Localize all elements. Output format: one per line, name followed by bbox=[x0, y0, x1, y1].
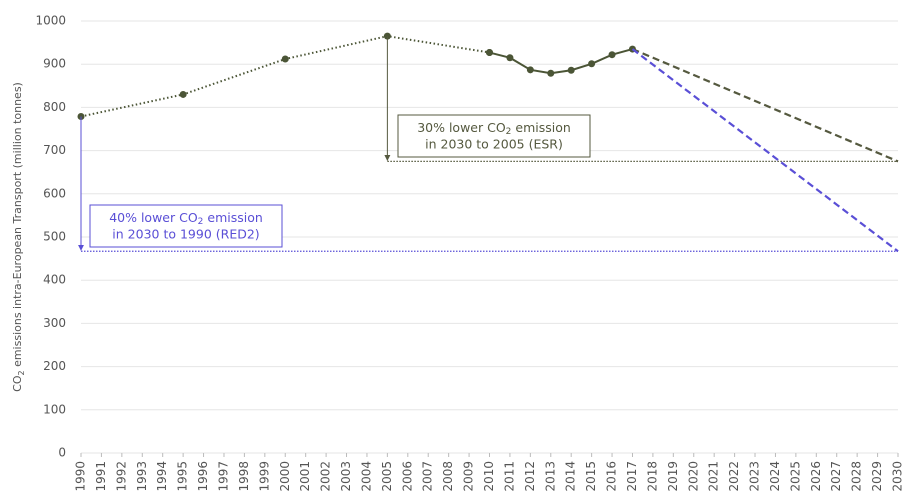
x-tick-label: 1997 bbox=[216, 461, 230, 492]
x-tick-label: 2002 bbox=[319, 461, 333, 492]
x-tick-label: 2011 bbox=[502, 461, 516, 492]
x-tick-label: 1995 bbox=[176, 461, 190, 492]
y-tick-label: 600 bbox=[43, 186, 66, 200]
series-line bbox=[631, 48, 899, 253]
x-tick-label: 2027 bbox=[829, 461, 843, 492]
annotation-sub: 2 bbox=[198, 217, 204, 227]
y-tick-label: 900 bbox=[43, 57, 66, 71]
data-point bbox=[526, 66, 534, 74]
x-tick-label: 2015 bbox=[584, 461, 598, 492]
x-tick-label: 2000 bbox=[278, 461, 292, 492]
x-tick-label: 2013 bbox=[543, 461, 557, 492]
series-line bbox=[80, 35, 490, 118]
x-tick-label: 2029 bbox=[870, 461, 884, 492]
data-point bbox=[547, 69, 555, 77]
x-tick-label: 1992 bbox=[114, 461, 128, 492]
x-tick-label: 2019 bbox=[666, 461, 680, 492]
x-tick-label: 2005 bbox=[380, 461, 394, 492]
x-tick-label: 1991 bbox=[94, 461, 108, 492]
x-tick-label: 2004 bbox=[359, 461, 373, 492]
annotation-text: in 2030 to 1990 (RED2) bbox=[112, 227, 259, 242]
y-tick-label: 0 bbox=[58, 446, 66, 460]
annotation-box bbox=[89, 204, 283, 248]
data-point bbox=[608, 51, 616, 59]
annotation-text: 30% lower CO2 emission bbox=[417, 120, 571, 137]
x-tick-label: 2008 bbox=[441, 461, 455, 492]
x-tick-label: 2006 bbox=[400, 461, 414, 492]
x-tick-label: 2012 bbox=[523, 461, 537, 492]
annotation-part: 40% lower CO bbox=[109, 210, 198, 225]
series-line bbox=[632, 48, 899, 163]
x-tick-label: 2023 bbox=[748, 461, 762, 492]
x-tick-label: 1999 bbox=[257, 461, 271, 492]
y-label-sub: 2 bbox=[17, 370, 26, 375]
y-tick-label: 400 bbox=[43, 273, 66, 287]
x-tick-label: 2022 bbox=[727, 461, 741, 492]
annotation-part: emission bbox=[203, 210, 262, 225]
x-tick-label: 2001 bbox=[298, 461, 312, 492]
x-tick-label: 2030 bbox=[891, 461, 905, 492]
x-tick-label: 2020 bbox=[686, 461, 700, 492]
x-tick-label: 2009 bbox=[462, 461, 476, 492]
annotation-text: 40% lower CO2 emission bbox=[109, 210, 263, 227]
x-tick-label: 2026 bbox=[809, 461, 823, 492]
y-label-part: emissions intra-European Transport (mill… bbox=[11, 82, 24, 370]
y-tick-label: 800 bbox=[43, 100, 66, 114]
data-point bbox=[179, 90, 187, 98]
data-point bbox=[506, 54, 514, 62]
x-tick-label: 2025 bbox=[788, 461, 802, 492]
y-tick-label: 1000 bbox=[35, 14, 66, 28]
y-tick-label: 300 bbox=[43, 316, 66, 330]
data-point bbox=[567, 66, 575, 74]
data-point bbox=[486, 49, 493, 57]
x-tick-label: 2018 bbox=[645, 461, 659, 492]
x-tick-label: 2016 bbox=[605, 461, 619, 492]
data-point bbox=[588, 60, 596, 68]
data-point bbox=[281, 55, 289, 63]
x-tick-label: 2014 bbox=[564, 461, 578, 492]
y-tick-label: 100 bbox=[43, 402, 66, 416]
y-axis-label: CO2 emissions intra-European Transport (… bbox=[11, 82, 26, 392]
annotation-text: in 2030 to 2005 (ESR) bbox=[425, 137, 563, 152]
y-tick-label: 700 bbox=[43, 143, 66, 157]
x-tick-label: 2010 bbox=[482, 461, 496, 492]
series-line bbox=[489, 48, 633, 75]
x-tick-label: 1993 bbox=[135, 461, 149, 492]
x-tick-label: 1990 bbox=[74, 461, 88, 492]
annotation-part: emission bbox=[511, 120, 570, 135]
x-tick-label: 1994 bbox=[155, 461, 169, 492]
x-tick-label: 2028 bbox=[850, 461, 864, 492]
y-tick-label: 200 bbox=[43, 359, 66, 373]
annotation-box bbox=[397, 114, 591, 158]
y-tick-label: 500 bbox=[43, 230, 66, 244]
annotation-part: 30% lower CO bbox=[417, 120, 506, 135]
x-tick-label: 2017 bbox=[625, 461, 639, 492]
y-label-part: CO bbox=[11, 375, 24, 392]
x-tick-label: 2021 bbox=[707, 461, 721, 492]
x-tick-label: 1996 bbox=[196, 461, 210, 492]
x-tick-label: 2003 bbox=[339, 461, 353, 492]
x-tick-label: 2007 bbox=[421, 461, 435, 492]
x-tick-label: 1998 bbox=[237, 461, 251, 492]
annotation-sub: 2 bbox=[506, 127, 512, 137]
x-tick-label: 2024 bbox=[768, 461, 782, 492]
